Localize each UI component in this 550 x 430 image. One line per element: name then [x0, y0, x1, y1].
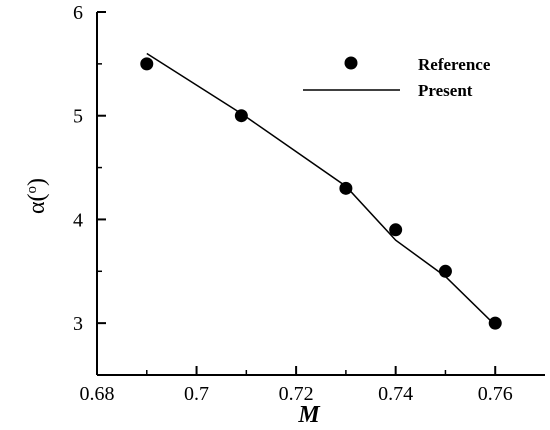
y-tick-label: 3 [73, 313, 83, 335]
reference-point [438, 264, 452, 278]
y-tick-label: 4 [73, 209, 83, 231]
x-axis-label: M [297, 402, 321, 428]
reference-point [389, 223, 403, 237]
plot-area [96, 12, 545, 376]
series-present [146, 52, 496, 326]
legend: Reference Present [303, 55, 491, 100]
legend-label-present: Present [418, 81, 473, 100]
x-tick-label: 0.76 [478, 383, 513, 405]
legend-marker-reference [344, 56, 358, 70]
y-axis-label: α(o) [24, 178, 50, 214]
legend-label-reference: Reference [418, 55, 491, 74]
series-reference [140, 57, 502, 330]
reference-point [488, 316, 502, 330]
x-tick-label: 0.68 [80, 383, 115, 405]
x-tick-label: 0.74 [378, 383, 413, 405]
x-tick-label: 0.7 [184, 383, 209, 405]
y-tick-label: 6 [73, 2, 83, 24]
y-tick-label: 5 [73, 106, 83, 128]
x-tick-label: 0.72 [279, 383, 314, 405]
reference-point [339, 181, 353, 195]
present-line [146, 52, 496, 326]
axis-ticks: 0.68 0.7 0.72 0.74 0.76 3 4 5 6 [73, 2, 513, 405]
reference-point [234, 109, 248, 123]
reference-point [140, 57, 154, 71]
